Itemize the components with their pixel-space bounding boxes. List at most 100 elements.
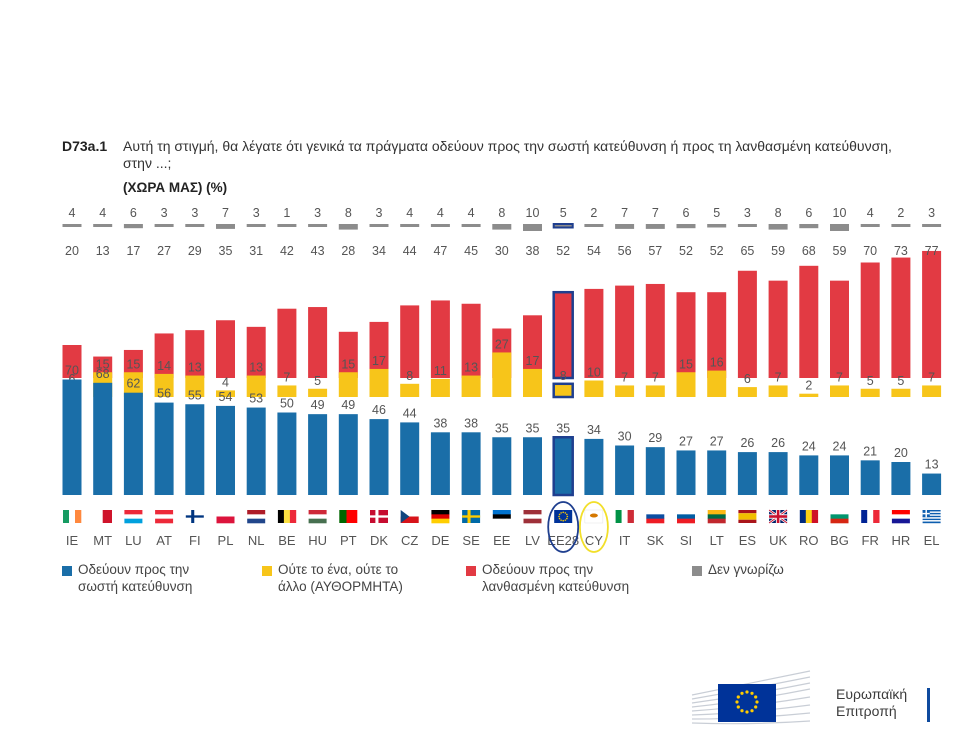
flag-icon-sk xyxy=(646,510,665,524)
bar-dontknow-sk xyxy=(645,224,665,229)
bar-right-lv xyxy=(523,437,542,495)
label-dontknow-nl: 3 xyxy=(253,206,260,220)
label-neither-pt: 15 xyxy=(341,357,355,371)
bar-right-bg xyxy=(830,455,849,495)
category-label-si: SI xyxy=(680,533,692,548)
label-neither-es: 6 xyxy=(744,372,751,386)
label-dontknow-ro: 6 xyxy=(805,206,812,220)
label-dontknow-fi: 3 xyxy=(191,206,198,220)
category-label-be: BE xyxy=(278,533,296,548)
bar-wrong-bg xyxy=(830,280,849,378)
category-label-lu: LU xyxy=(125,533,142,548)
bar-dontknow-dk xyxy=(369,224,389,227)
bar-dontknow-ee xyxy=(492,224,512,230)
legend-swatch-right xyxy=(62,566,72,576)
bar-neither-hr xyxy=(891,388,911,397)
label-neither-ee28: 8 xyxy=(560,369,567,383)
bar-right-ee28 xyxy=(552,436,574,497)
flag-icon-dk xyxy=(370,510,388,523)
bar-wrong-pl xyxy=(216,320,235,378)
bar-wrong-fr xyxy=(860,262,880,378)
bar-right-se xyxy=(461,432,481,495)
label-right-be: 50 xyxy=(280,397,294,411)
bar-right-hu xyxy=(308,414,328,495)
label-right-at: 56 xyxy=(157,387,171,401)
label-neither-se: 13 xyxy=(464,361,478,375)
question-subtitle: (ΧΩΡΑ ΜΑΣ) (%) xyxy=(123,180,228,195)
label-neither-it: 7 xyxy=(621,370,628,384)
bar-wrong-lu xyxy=(123,349,143,378)
bar-dontknow-es xyxy=(737,224,757,227)
label-right-hr: 20 xyxy=(894,446,908,460)
bar-dontknow-ie xyxy=(62,224,82,227)
label-wrong-pt: 28 xyxy=(341,244,355,258)
label-wrong-ro: 68 xyxy=(802,244,816,258)
label-dontknow-se: 4 xyxy=(468,206,475,220)
label-wrong-sk: 57 xyxy=(648,244,662,258)
bar-right-nl xyxy=(246,407,266,495)
label-neither-hr: 5 xyxy=(897,374,904,388)
category-label-dk: DK xyxy=(370,533,388,548)
label-wrong-fi: 29 xyxy=(188,244,202,258)
flag-icon-it xyxy=(615,510,634,523)
label-neither-ro: 2 xyxy=(805,379,812,393)
label-neither-nl: 13 xyxy=(249,361,263,375)
label-dontknow-mt: 4 xyxy=(99,206,106,220)
bar-dontknow-hu xyxy=(308,224,328,227)
label-neither-de: 11 xyxy=(434,364,447,378)
question-code: D73a.1 xyxy=(62,138,108,154)
label-dontknow-at: 3 xyxy=(161,206,168,220)
bar-neither-dk xyxy=(369,368,389,397)
category-label-se: SE xyxy=(462,533,480,548)
flag-icon-pl xyxy=(216,510,235,524)
bar-right-sk xyxy=(645,447,665,495)
bar-neither-be xyxy=(277,385,297,397)
bar-dontknow-pl xyxy=(216,224,235,229)
bar-neither-lu xyxy=(123,372,143,397)
bar-dontknow-bg xyxy=(830,224,849,231)
highlight-ring-eu28 xyxy=(547,501,580,553)
bar-dontknow-nl xyxy=(246,224,266,227)
bar-right-ro xyxy=(799,455,819,495)
label-neither-at: 14 xyxy=(157,359,171,373)
label-right-ie: 70 xyxy=(65,364,79,378)
bar-neither-hu xyxy=(308,388,328,397)
bar-dontknow-be xyxy=(277,224,297,227)
flag-icon-el xyxy=(922,510,941,524)
label-wrong-pl: 35 xyxy=(219,244,233,258)
label-wrong-bg: 59 xyxy=(833,244,847,258)
label-right-es: 26 xyxy=(740,436,754,450)
label-dontknow-bg: 10 xyxy=(833,206,847,220)
label-neither-pl: 4 xyxy=(222,375,229,389)
label-wrong-es: 65 xyxy=(740,244,754,258)
bar-wrong-pt xyxy=(338,331,358,378)
legend-swatch-wrong xyxy=(466,566,476,576)
label-dontknow-es: 3 xyxy=(744,206,751,220)
bar-wrong-nl xyxy=(246,326,266,378)
flag-icon-lt xyxy=(707,510,726,524)
eu-flag-icon xyxy=(718,684,776,722)
bar-wrong-uk xyxy=(768,280,788,378)
bar-neither-cz xyxy=(400,383,420,397)
category-label-es: ES xyxy=(739,533,757,548)
label-right-pl: 54 xyxy=(219,390,233,404)
label-wrong-fr: 70 xyxy=(863,244,877,258)
bar-right-pl xyxy=(216,405,235,495)
bar-wrong-hu xyxy=(308,307,328,378)
bar-wrong-cy xyxy=(584,288,604,378)
flag-icon-se xyxy=(462,510,481,523)
european-commission-logo xyxy=(691,670,811,725)
bar-neither-at xyxy=(154,373,174,397)
label-neither-hu: 5 xyxy=(314,374,321,388)
bar-neither-bg xyxy=(830,385,849,397)
bar-dontknow-at xyxy=(154,224,174,227)
category-label-pl: PL xyxy=(218,533,234,548)
bar-wrong-cz xyxy=(400,305,420,378)
label-neither-cz: 8 xyxy=(406,369,413,383)
label-wrong-de: 47 xyxy=(433,244,447,258)
flag-icon-lu xyxy=(124,510,143,524)
flag-icon-hr xyxy=(891,510,910,524)
label-wrong-cz: 44 xyxy=(403,244,417,258)
label-neither-ie: 6 xyxy=(69,372,76,386)
label-wrong-mt: 13 xyxy=(96,244,110,258)
